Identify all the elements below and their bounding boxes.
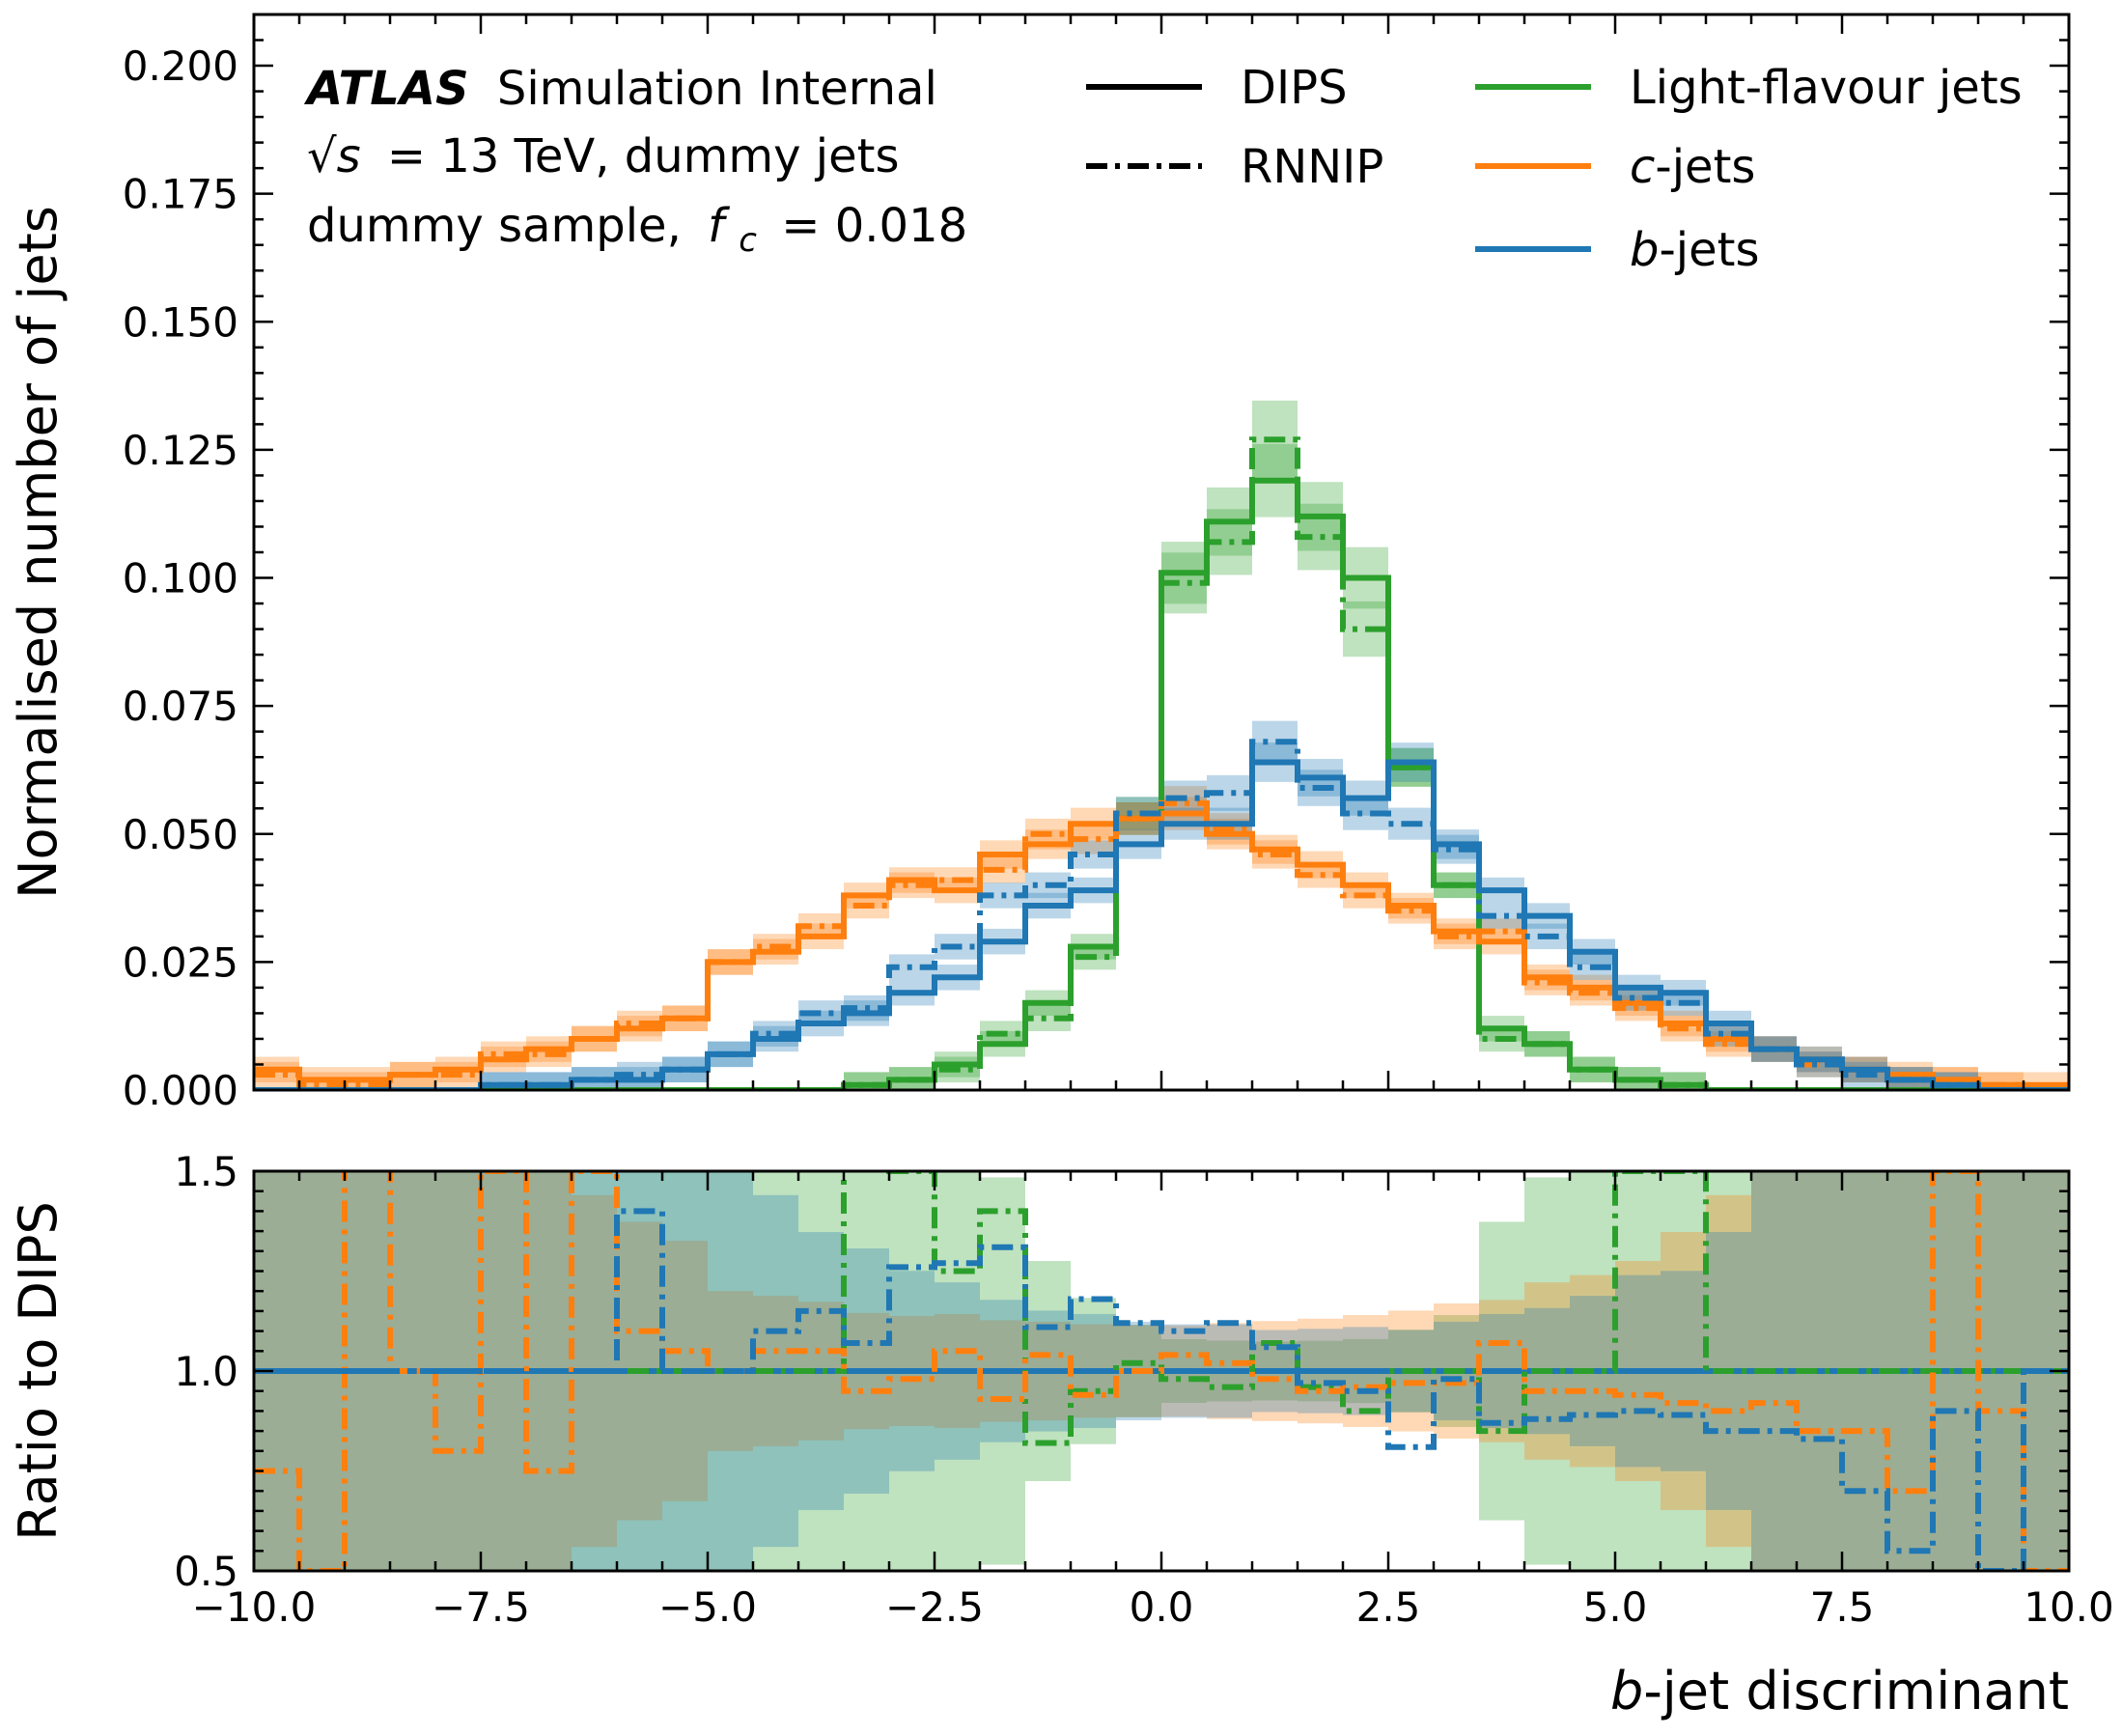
legend-c-label: c-jets bbox=[1630, 140, 1755, 194]
ratio-lines bbox=[254, 1171, 2069, 1571]
x-axis-title-italic: b bbox=[1610, 1661, 1643, 1722]
x-tick-label: −2.5 bbox=[885, 1583, 984, 1631]
y-tick-label: 0.175 bbox=[123, 171, 238, 218]
x-tick-label: −5.0 bbox=[658, 1583, 757, 1631]
atlas-bold: ATLAS bbox=[303, 62, 469, 116]
main-ticks: 0.000 0.025 0.050 0.075 0.100 0.125 0.150 0.175… bbox=[123, 14, 2071, 1114]
y-tick-label: 0.150 bbox=[123, 298, 238, 346]
y-tick-label: 0.125 bbox=[123, 427, 238, 474]
legend-b-text: -jets bbox=[1659, 223, 1759, 277]
y-tick-label: 0.000 bbox=[123, 1067, 238, 1114]
atlas-sample-line: dummy sample, f c = 0.018 bbox=[307, 199, 967, 263]
y-tick-label: 0.100 bbox=[123, 555, 238, 602]
atlas-title: ATLAS Simulation Internal bbox=[303, 62, 937, 116]
ratio-y-axis-title: Ratio to DIPS bbox=[8, 1201, 69, 1541]
x-tick-label: 10.0 bbox=[2024, 1583, 2114, 1631]
x-tick-label: 2.5 bbox=[1356, 1583, 1421, 1631]
atlas-label: ATLAS Simulation Internal √s = 13 TeV, d… bbox=[303, 62, 967, 263]
legend-dips-label: DIPS bbox=[1241, 61, 1348, 115]
y-tick-label: 0.050 bbox=[123, 811, 238, 858]
ratio-ticks: 0.5 1.0 1.5 −10.0 −7.5 −5.0 −2.5 0.0 2.5 5.0 7.5 10… bbox=[174, 1148, 2114, 1631]
legend-b-italic: b bbox=[1630, 223, 1659, 277]
ratio-b-rnnip bbox=[254, 1208, 2069, 1571]
x-tick-label: −10.0 bbox=[192, 1583, 317, 1631]
legend-b-label: b-jets bbox=[1630, 223, 1759, 277]
hist-b-rnnip bbox=[254, 739, 2069, 1090]
atlas-subtitle: Simulation Internal bbox=[497, 62, 937, 116]
legend-rnnip-label: RNNIP bbox=[1241, 140, 1383, 194]
ratio-c-rnnip bbox=[254, 1171, 2069, 1571]
atlas-fc-symbol: f bbox=[708, 199, 730, 253]
legend: DIPS RNNIP Light-flavour jets c-jets b-j… bbox=[1086, 61, 2023, 277]
main-panel: 0.000 0.025 0.050 0.075 0.100 0.125 0.150 0.175… bbox=[8, 13, 2071, 1114]
atlas-fc-subscript: c bbox=[739, 221, 757, 260]
y-tick-label: 1.5 bbox=[174, 1148, 238, 1195]
x-tick-label: 7.5 bbox=[1810, 1583, 1875, 1631]
atlas-sample-prefix: dummy sample, bbox=[307, 199, 682, 253]
atlas-fc-value: = 0.018 bbox=[781, 199, 967, 253]
y-tick-label: 0.075 bbox=[123, 683, 238, 730]
legend-light-label: Light-flavour jets bbox=[1630, 61, 2023, 115]
x-tick-label: −7.5 bbox=[432, 1583, 530, 1631]
legend-c-text: -jets bbox=[1655, 140, 1755, 194]
x-axis-title: b-jet discriminant bbox=[1610, 1661, 2069, 1722]
main-y-axis-title: Normalised number of jets bbox=[8, 206, 69, 899]
y-tick-label: 0.025 bbox=[123, 938, 238, 986]
main-histogram-lines bbox=[254, 436, 2069, 1090]
legend-c-italic: c bbox=[1630, 140, 1655, 194]
x-axis-title-text: -jet discriminant bbox=[1643, 1661, 2069, 1722]
atlas-energy-line: √s = 13 TeV, dummy jets bbox=[307, 129, 899, 183]
y-tick-label: 1.0 bbox=[174, 1348, 238, 1395]
y-tick-label: 0.200 bbox=[123, 42, 238, 90]
ratio-panel: 0.5 1.0 1.5 −10.0 −7.5 −5.0 −2.5 0.0 2.5 5.0 7.5 10… bbox=[8, 1148, 2114, 1722]
x-tick-label: 0.0 bbox=[1130, 1583, 1194, 1631]
atlas-sqrt-s: √s bbox=[307, 129, 361, 183]
y-tick-label: 0.5 bbox=[174, 1548, 238, 1595]
x-tick-label: 5.0 bbox=[1583, 1583, 1648, 1631]
atlas-energy: = 13 TeV, dummy jets bbox=[387, 129, 900, 183]
